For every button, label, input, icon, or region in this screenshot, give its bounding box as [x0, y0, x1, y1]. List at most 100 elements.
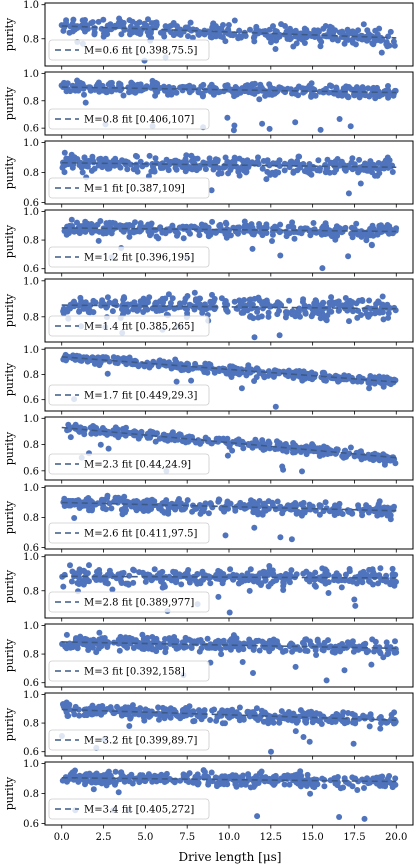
- data-point: [267, 171, 274, 178]
- data-point: [137, 431, 144, 438]
- legend-label: M=2.8 fit [0.389,977]: [84, 598, 194, 609]
- data-point: [207, 717, 214, 723]
- data-point: [359, 36, 366, 43]
- data-point: [239, 659, 246, 665]
- data-point: [235, 35, 242, 42]
- data-point: [355, 374, 362, 381]
- data-point: [227, 500, 234, 507]
- data-point: [112, 768, 119, 775]
- data-point: [366, 227, 373, 234]
- data-point: [321, 783, 328, 790]
- data-point: [183, 643, 190, 650]
- y-tick-label: 1.0: [23, 414, 39, 425]
- data-point: [311, 27, 318, 34]
- data-point: [379, 380, 386, 387]
- data-point: [272, 403, 279, 410]
- data-point: [300, 570, 307, 577]
- data-point: [326, 373, 333, 380]
- data-point: [272, 46, 279, 52]
- data-point: [382, 459, 388, 466]
- data-point: [265, 498, 272, 505]
- data-point: [334, 37, 341, 44]
- data-point: [204, 635, 211, 642]
- panel-6: 0.6 0.8 1.0 purity M=1.7 fit [0.449,29.3]: [3, 345, 414, 415]
- data-point: [370, 41, 377, 48]
- data-point: [99, 425, 106, 431]
- data-point: [260, 568, 267, 575]
- data-point: [326, 508, 333, 515]
- y-tick-label: 0.8: [23, 34, 39, 45]
- data-point: [253, 705, 260, 712]
- data-point: [301, 25, 308, 32]
- y-tick-label: 0.8: [23, 370, 39, 381]
- panel-9: 0.8 1.0 purity M=2.8 fit [0.389,977]: [3, 552, 414, 622]
- data-point: [364, 775, 370, 782]
- data-point: [333, 570, 340, 577]
- data-point: [70, 16, 77, 23]
- data-point: [64, 713, 71, 719]
- data-point: [191, 289, 198, 296]
- data-point: [173, 89, 180, 96]
- data-point: [208, 187, 215, 194]
- data-point: [335, 577, 342, 584]
- data-point: [103, 506, 109, 513]
- fit-line-panel-11: [61, 708, 397, 722]
- data-point: [151, 774, 158, 781]
- data-point: [266, 563, 273, 569]
- data-point: [208, 644, 215, 651]
- data-point: [325, 445, 332, 452]
- legend-panel-9: M=2.8 fit [0.389,977]: [48, 591, 210, 613]
- data-point: [353, 220, 360, 227]
- data-point: [336, 116, 343, 122]
- data-point: [246, 637, 253, 644]
- data-point: [84, 220, 91, 227]
- data-point: [245, 442, 252, 448]
- data-point: [274, 311, 281, 318]
- legend-box: [48, 729, 210, 751]
- data-point: [116, 15, 123, 22]
- data-point: [158, 305, 165, 312]
- y-tick-label: 1.0: [23, 0, 39, 11]
- legend-label: M=3.2 fit [0.399,89.7]: [84, 736, 198, 747]
- legend-panel-7: M=2.3 fit [0.44,24.9]: [48, 453, 210, 475]
- data-point: [119, 306, 125, 313]
- data-point: [187, 19, 194, 26]
- data-point: [391, 709, 398, 716]
- data-point: [331, 512, 338, 518]
- data-point: [352, 775, 359, 782]
- data-point: [302, 780, 309, 787]
- data-point: [319, 265, 326, 272]
- y-tick-label: 1.0: [23, 69, 39, 80]
- data-point: [222, 298, 229, 305]
- data-point: [391, 648, 398, 655]
- data-point: [375, 452, 381, 459]
- data-point: [250, 81, 257, 88]
- data-point: [348, 224, 355, 231]
- data-point: [67, 771, 74, 778]
- data-point: [130, 166, 137, 173]
- data-point: [375, 580, 382, 587]
- data-point: [321, 369, 327, 376]
- data-point: [384, 506, 391, 513]
- data-point: [187, 302, 194, 309]
- data-point: [93, 649, 100, 656]
- data-point: [168, 89, 174, 96]
- data-point: [77, 294, 84, 301]
- data-point: [382, 224, 388, 231]
- data-point: [337, 785, 344, 792]
- data-point: [192, 362, 199, 369]
- data-point: [177, 161, 184, 168]
- data-point: [355, 166, 361, 173]
- fit-line-panel-1: [61, 25, 397, 39]
- data-point: [137, 30, 144, 37]
- y-tick-label: 1.0: [23, 690, 39, 701]
- data-point: [148, 501, 155, 508]
- data-point: [256, 647, 263, 654]
- data-point: [359, 579, 366, 586]
- data-point: [137, 298, 144, 305]
- data-point: [146, 223, 153, 230]
- data-point: [393, 578, 399, 585]
- data-point: [282, 647, 289, 654]
- data-point: [256, 28, 263, 35]
- panel-7: 0.6 0.8 1.0 purity M=2.3 fit [0.44,24.9]: [3, 414, 414, 484]
